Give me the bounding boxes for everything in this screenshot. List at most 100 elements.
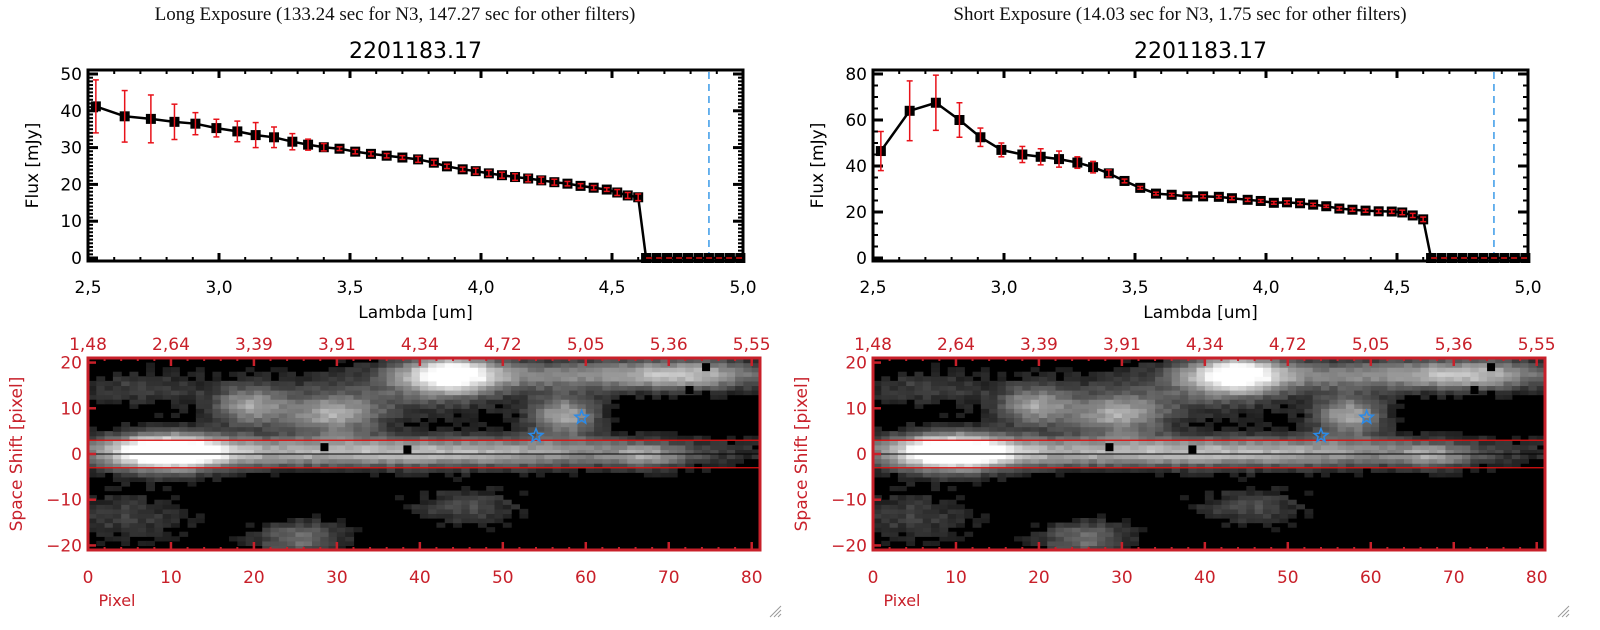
image-pixel [1130, 454, 1140, 460]
image-pixel [873, 513, 882, 519]
image-pixel [1304, 458, 1314, 464]
image-pixel [1379, 408, 1388, 414]
image-pixel [1296, 440, 1306, 446]
image-pixel [461, 458, 471, 464]
image-pixel [1063, 440, 1073, 446]
image-pixel [519, 403, 529, 409]
image-pixel [112, 495, 122, 501]
image-pixel [922, 518, 932, 524]
image-pixel [345, 394, 355, 400]
x-tick-label: 4,5 [598, 278, 625, 298]
image-pixel [1271, 486, 1281, 492]
image-pixel [1030, 449, 1040, 455]
image-x-tick-label: 40 [409, 568, 431, 588]
image-pixel [303, 412, 313, 419]
image-pixel [1146, 376, 1156, 382]
image-pixel [1287, 417, 1297, 423]
image-pixel [220, 467, 230, 473]
image-pixel [378, 426, 388, 432]
image-pixel [469, 390, 479, 396]
image-pixel [1138, 371, 1148, 377]
image-pixel [1072, 449, 1082, 455]
image-pixel [511, 408, 521, 414]
image-pixel [1528, 376, 1538, 382]
image-pixel [461, 408, 471, 414]
image-pixel [278, 426, 288, 432]
image-pixel [1279, 394, 1289, 400]
image-pixel [1088, 394, 1098, 400]
resize-grip-icon[interactable] [768, 604, 782, 618]
image-pixel [685, 380, 695, 387]
image-pixel [1428, 440, 1438, 446]
image-pixel [312, 513, 321, 519]
image-pixel [751, 390, 761, 396]
image-pixel [88, 435, 97, 441]
image-pixel [873, 449, 882, 455]
image-pixel [914, 444, 924, 451]
image-y-axis-label: Space Shift [pixel] [792, 377, 812, 532]
image-pixel [486, 385, 496, 391]
image-pixel [1238, 376, 1247, 382]
image-pixel [419, 412, 429, 419]
image-pixel [253, 390, 263, 396]
image-top-tick-label: 1,48 [69, 335, 107, 355]
image-pixel [980, 367, 990, 373]
image-pixel [897, 508, 907, 515]
image-pixel [502, 417, 512, 423]
image-pixel [436, 403, 446, 409]
image-pixel [328, 403, 338, 409]
image-pixel [162, 513, 172, 519]
image-pixel [560, 449, 570, 455]
image-pixel [685, 467, 695, 473]
image-pixel [1014, 435, 1023, 441]
image-pixel [453, 394, 462, 400]
image-pixel [635, 380, 645, 387]
image-pixel [1312, 394, 1322, 400]
image-pixel [436, 435, 446, 441]
image-pixel [1304, 408, 1314, 414]
image-pixel [1047, 435, 1057, 441]
image-pixel [1014, 385, 1023, 391]
image-pixel [1146, 454, 1156, 460]
image-pixel [1379, 444, 1388, 451]
image-pixel [1204, 449, 1214, 455]
image-pixel [245, 385, 255, 391]
image-pixel [494, 518, 504, 524]
image-pixel [1005, 467, 1015, 473]
image-pixel [1395, 385, 1405, 391]
error-bar [1105, 169, 1112, 178]
image-pixel [1321, 454, 1330, 460]
image-pixel [1146, 426, 1156, 432]
image-pixel [594, 417, 603, 423]
image-pixel [718, 463, 728, 469]
image-pixel [1179, 399, 1189, 405]
image-pixel [129, 454, 139, 460]
image-pixel [602, 412, 612, 419]
image-pixel [137, 454, 147, 460]
image-pixel [1229, 358, 1239, 364]
image-pixel [1055, 444, 1065, 451]
image-pixel [1337, 458, 1347, 464]
resize-grip-icon[interactable] [1556, 604, 1570, 618]
image-pixel [997, 467, 1007, 473]
image-pixel [1470, 449, 1480, 455]
image-pixel [204, 454, 214, 460]
image-pixel [1072, 463, 1082, 469]
image-pixel [477, 390, 487, 396]
image-pixel [1395, 463, 1405, 469]
image-pixel [1520, 454, 1530, 460]
image-pixel [560, 390, 570, 396]
image-pixel [179, 376, 189, 382]
image-pixel [245, 431, 255, 437]
image-pixel [295, 417, 305, 423]
image-pixel [1271, 362, 1281, 368]
image-pixel [386, 362, 396, 368]
image-pixel [1254, 431, 1264, 437]
image-pixel [146, 376, 155, 382]
image-pixel [1486, 371, 1496, 377]
image-pixel [569, 467, 579, 473]
image-pixel [1445, 449, 1455, 455]
image-pixel [751, 454, 761, 460]
error-bar [1399, 209, 1406, 216]
image-pixel [955, 385, 965, 391]
